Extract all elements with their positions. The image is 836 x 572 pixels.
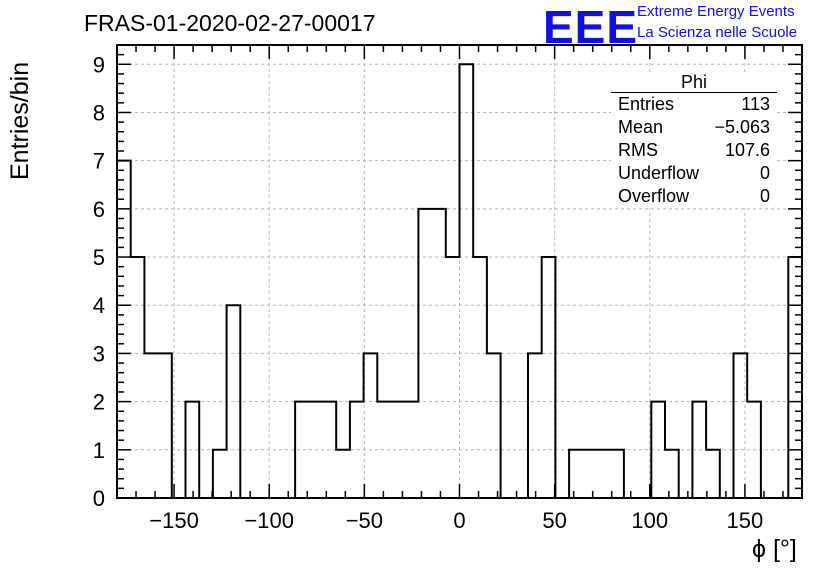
histogram-outline — [116, 63, 803, 499]
histogram-bin — [460, 64, 474, 498]
stats-label: Overflow — [618, 186, 690, 206]
histogram-bin — [487, 353, 501, 498]
x-tick-label: 100 — [631, 508, 668, 533]
logo-line-2: La Scienza nelle Scuole — [637, 24, 798, 41]
stats-value: 0 — [759, 186, 770, 206]
stats-row-entries: Entries 113 — [611, 93, 777, 116]
x-tick-label: 0 — [453, 508, 465, 533]
stats-label: Mean — [618, 117, 664, 137]
stats-value: −5.063 — [714, 117, 770, 137]
y-tick-label: 6 — [93, 197, 105, 222]
histogram-bin — [158, 353, 172, 498]
histogram-bin — [583, 450, 597, 498]
histogram-bin — [473, 257, 487, 498]
histogram-bin — [706, 450, 720, 498]
histogram-bin — [665, 450, 679, 498]
stats-header: Phi — [611, 72, 777, 93]
stats-value: 0 — [759, 163, 770, 183]
histogram-bin — [213, 450, 227, 498]
histogram-bin — [131, 257, 145, 498]
y-axis-label: Entries/bin — [6, 61, 34, 180]
stats-box: Phi Entries 113 Mean −5.063 RMS 107.6 Un… — [611, 72, 777, 208]
y-tick-label: 2 — [93, 390, 105, 415]
stats-label: Underflow — [618, 163, 700, 183]
y-tick-label: 3 — [93, 341, 105, 366]
y-tick-label: 1 — [93, 438, 105, 463]
logo-line-1: Extreme Energy Events — [637, 3, 795, 20]
histogram-bin — [610, 450, 624, 498]
histogram-bin — [364, 353, 378, 498]
y-tick-label: 9 — [93, 52, 105, 77]
chart-title: FRAS-01-2020-02-27-00017 — [84, 10, 376, 36]
x-tick-label: −50 — [346, 508, 383, 533]
histogram-bin — [117, 161, 131, 498]
stats-label: RMS — [618, 140, 658, 160]
stats-row-overflow: Overflow 0 — [611, 185, 777, 208]
y-tick-label: 0 — [93, 486, 105, 511]
histogram-bin — [336, 450, 350, 498]
histogram-bin — [528, 353, 542, 498]
y-tick-label: 8 — [93, 100, 105, 125]
stats-row-mean: Mean −5.063 — [611, 116, 777, 139]
y-tick-label: 7 — [93, 149, 105, 174]
histogram-bin — [788, 257, 802, 498]
y-tick-label: 5 — [93, 245, 105, 270]
stats-value: 113 — [741, 94, 770, 114]
histogram-bin — [542, 257, 556, 498]
x-tick-label: 50 — [542, 508, 566, 533]
stats-value: 107.6 — [724, 140, 770, 160]
stats-label: Entries — [618, 94, 675, 114]
x-tick-label: 150 — [727, 508, 764, 533]
histogram-bin — [569, 450, 583, 498]
x-axis-label: ϕ [°] — [752, 535, 797, 563]
y-tick-label: 4 — [93, 293, 105, 318]
histogram-bin — [597, 450, 611, 498]
x-tick-label: −150 — [149, 508, 199, 533]
histogram-bin — [446, 257, 460, 498]
x-tick-label: −100 — [244, 508, 294, 533]
eee-logo: EEE — [543, 1, 639, 53]
histogram-bin — [144, 353, 158, 498]
stats-row-underflow: Underflow 0 — [611, 162, 777, 185]
stats-row-rms: RMS 107.6 — [611, 139, 777, 162]
